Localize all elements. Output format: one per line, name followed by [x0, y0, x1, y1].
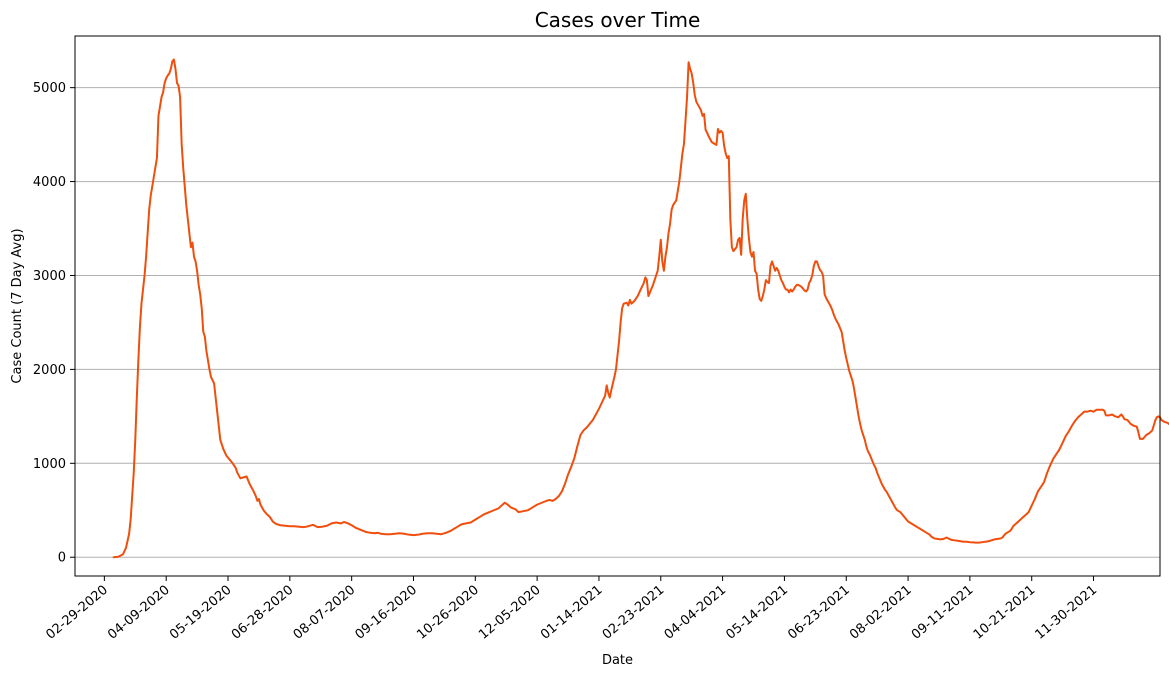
x-tick-label: 02-23-2021 — [600, 583, 668, 643]
x-tick-label: 09-11-2021 — [909, 583, 977, 643]
x-tick-label: 05-14-2021 — [723, 583, 791, 643]
x-tick-label: 12-05-2020 — [476, 583, 544, 643]
y-tick-label: 1000 — [33, 457, 66, 472]
cases-series-line — [112, 58, 1169, 559]
plot-frame — [74, 35, 1161, 577]
y-tick-label: 3000 — [33, 269, 66, 284]
x-tick-label: 10-21-2021 — [971, 583, 1039, 643]
x-tick-label: 04-09-2020 — [105, 583, 173, 643]
gridlines — [75, 87, 1160, 558]
x-tick-label: 10-26-2020 — [414, 583, 482, 643]
x-tick-label: 04-04-2021 — [662, 583, 730, 643]
x-tick-label: 08-02-2021 — [847, 583, 915, 643]
x-tick-label: 01-14-2021 — [538, 583, 606, 643]
y-tick-label: 4000 — [33, 175, 66, 190]
x-tick-label: 09-16-2020 — [353, 583, 421, 643]
x-tick-label: 11-30-2021 — [1033, 583, 1101, 643]
y-tick-label: 5000 — [33, 81, 66, 96]
x-axis-label: Date — [602, 653, 633, 668]
x-tick-label: 05-19-2020 — [167, 583, 235, 643]
chart-title: Cases over Time — [535, 8, 701, 32]
y-axis: 0 1000 2000 3000 4000 5000 — [33, 81, 75, 566]
x-tick-label: 06-23-2021 — [785, 583, 853, 643]
y-tick-label: 0 — [58, 551, 66, 566]
y-tick-label: 2000 — [33, 363, 66, 378]
x-tick-label: 06-28-2020 — [229, 583, 297, 643]
x-tick-label: 02-29-2020 — [43, 583, 111, 643]
plot-area — [112, 58, 1169, 559]
x-axis: 02-29-202004-09-202005-19-202006-28-2020… — [43, 576, 1100, 643]
x-tick-label: 08-07-2020 — [291, 583, 359, 643]
y-axis-label: Case Count (7 Day Avg) — [10, 228, 25, 383]
